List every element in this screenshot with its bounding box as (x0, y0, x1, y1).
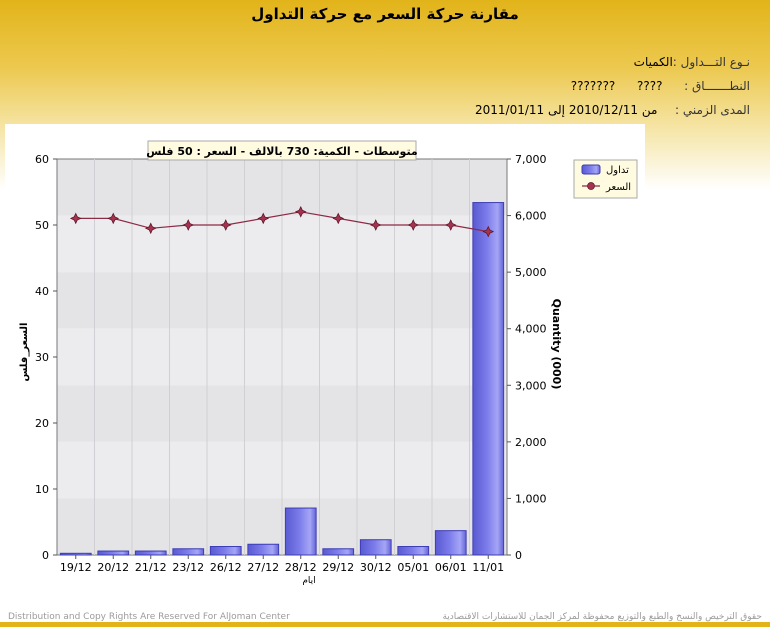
volume-bar (134, 550, 167, 556)
right-axis-tick-label: 6,000 (515, 210, 547, 223)
volume-bar (209, 546, 242, 556)
volume-bar (97, 550, 130, 556)
left-axis-tick-label: 0 (42, 549, 49, 562)
range-value-b: ??????? (570, 79, 616, 93)
x-axis-title: ايام (302, 576, 315, 586)
left-axis-tick-label: 60 (35, 153, 49, 166)
volume-bar (472, 202, 505, 556)
range-row: النطـــــــاق : ???? ??????? (571, 79, 750, 93)
footer-copyright-ar: حقوق الترخيص والنسخ والطبع والتوزيع محفو… (442, 612, 762, 622)
x-axis-tick-label: 29/12 (322, 561, 354, 574)
x-axis-tick-label: 20/12 (97, 561, 129, 574)
footer-bar (0, 622, 770, 627)
x-axis-tick-label: 26/12 (210, 561, 242, 574)
left-axis-title: السعر_فلس (19, 323, 30, 382)
left-axis-tick-label: 20 (35, 417, 49, 430)
chart-svg: 0 10 20 30 40 50 60 0 1,000 2,000 3,000 4,000 5,000 6… (19, 140, 638, 586)
trade-type-label: نـوع التـــداول : (672, 55, 750, 69)
legend-bar-swatch (581, 164, 601, 175)
price-marker (482, 225, 495, 238)
price-line (75, 211, 489, 233)
right-axis-title: Quantity (000) (550, 299, 563, 390)
left-axis-tick-label: 30 (35, 351, 49, 364)
volume-bar (247, 543, 280, 556)
x-axis-tick-label: 28/12 (285, 561, 317, 574)
x-axis-tick-label: 05/01 (397, 561, 429, 574)
price-marker (407, 219, 420, 231)
volume-bar (397, 546, 430, 556)
right-axis-tick-label: 4,000 (515, 323, 547, 336)
price-marker (257, 212, 270, 225)
x-axis-tick-label: 19/12 (60, 561, 92, 574)
price-marker (69, 212, 82, 225)
price-marker (444, 219, 457, 231)
price-marker (294, 205, 307, 218)
price-marker (107, 212, 120, 225)
x-axis-tick-label: 06/01 (435, 561, 467, 574)
chart-area: 0 10 20 30 40 50 60 0 1,000 2,000 3,000 4,000 5,000 6… (5, 124, 645, 604)
page-title: مقارنة حركة السعر مع حركة التداول (251, 5, 519, 23)
left-axis-tick-label: 40 (35, 285, 49, 298)
volume-bar (359, 539, 392, 556)
right-axis-tick-label: 1,000 (515, 492, 547, 505)
legend-bar-label: تداول (606, 165, 629, 176)
legend-line-label: السعر (605, 182, 631, 193)
right-axis-tick-label: 5,000 (515, 266, 547, 279)
volume-bar (172, 548, 205, 556)
left-axis-tick-label: 10 (35, 483, 49, 496)
chart-title: متوسطات - الكمية: 730 بالالف - السعر : 5… (146, 145, 418, 158)
right-axis-tick-label: 0 (515, 549, 522, 562)
price-marker (219, 219, 232, 231)
chart-title-box (147, 140, 417, 161)
x-axis-tick-label: 23/12 (172, 561, 204, 574)
volume-bar (322, 548, 355, 556)
trade-type-row: نـوع التـــداول :الكميات (634, 55, 750, 69)
trade-type-value: الكميات (633, 55, 673, 69)
right-axis-tick-label: 7,000 (515, 153, 547, 166)
right-axis-tick-label: 3,000 (515, 379, 547, 392)
footer-copyright-en: Distribution and Copy Rights Are Reserve… (8, 612, 290, 622)
x-axis-tick-label: 11/01 (472, 561, 504, 574)
volume-bar (59, 552, 92, 556)
period-label: المدى الزمني : (675, 103, 750, 117)
period-from: من 2010/12/11 (568, 103, 658, 117)
x-axis-tick-label: 21/12 (135, 561, 167, 574)
period-to: إلى 2011/01/11 (475, 103, 565, 117)
price-marker (369, 219, 382, 231)
right-axis-tick-label: 2,000 (515, 436, 547, 449)
x-axis-tick-label: 27/12 (247, 561, 279, 574)
range-label: النطـــــــاق : (684, 79, 750, 93)
x-axis-tick-label: 30/12 (360, 561, 392, 574)
period-row: المدى الزمني : من 2010/12/11 إلى 2011/01… (475, 103, 750, 117)
left-axis-tick-label: 50 (35, 219, 49, 232)
legend-line-marker (587, 182, 595, 190)
range-value-a: ???? (636, 79, 663, 93)
volume-bar (284, 507, 317, 556)
volume-bar (434, 530, 467, 556)
price-marker (332, 212, 345, 225)
price-marker (144, 222, 157, 235)
price-marker (182, 219, 195, 231)
